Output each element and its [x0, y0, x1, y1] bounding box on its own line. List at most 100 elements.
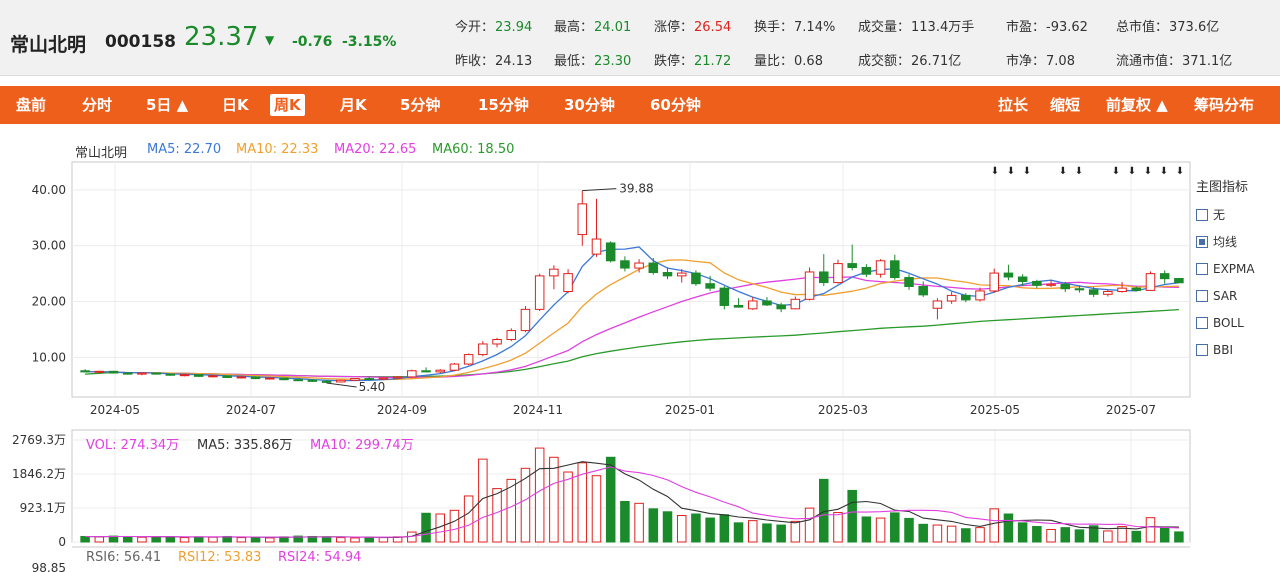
volume-bar: [747, 520, 758, 543]
volume-bar: [776, 524, 786, 543]
candle-body: [989, 272, 999, 292]
checkbox-icon[interactable]: [1196, 235, 1208, 248]
volume-bar: [350, 537, 360, 543]
toolbar-action-1[interactable]: 缩短: [1050, 96, 1081, 114]
volume-bar: [534, 447, 545, 543]
candle-body: [534, 275, 545, 310]
volume-bar: [236, 537, 247, 543]
period-tab-7[interactable]: 15分钟: [478, 96, 529, 114]
toolbar-action-0[interactable]: 拉长: [998, 96, 1029, 114]
candle-body: [790, 298, 801, 310]
volume-bar: [790, 520, 801, 543]
time-tick-label: 2024-07: [226, 403, 276, 417]
period-tab-5[interactable]: 月K: [340, 96, 367, 114]
volume-bar: [577, 462, 588, 543]
candle-body: [165, 373, 176, 376]
period-tab-3[interactable]: 日K: [222, 96, 249, 114]
quote-value: 373.6亿: [1169, 20, 1220, 35]
volume-bar: [1103, 530, 1113, 543]
candle-body: [932, 300, 943, 309]
candle-body: [193, 374, 204, 377]
price-change-percent: -3.15%: [342, 34, 397, 50]
period-tab-8[interactable]: 30分钟: [564, 96, 615, 114]
indicator-option-2[interactable]: EXPMA: [1196, 255, 1280, 282]
period-tab-6[interactable]: 5分钟: [400, 96, 441, 114]
volume-bar: [719, 514, 730, 543]
checkbox-icon[interactable]: [1196, 316, 1208, 329]
event-marker-icon: ⬇: [1160, 166, 1168, 177]
indicator-option-3[interactable]: SAR: [1196, 282, 1280, 309]
candle-body: [705, 283, 715, 289]
volume-ma5-line: [85, 461, 1179, 538]
candle-body: [662, 272, 673, 277]
quote-value: 7.14%: [794, 20, 836, 35]
volume-bar: [918, 523, 928, 543]
checkbox-icon[interactable]: [1196, 262, 1208, 275]
volume-bar: [492, 488, 502, 543]
quote-label: 换手：: [754, 20, 794, 35]
volume-bar: [1032, 526, 1042, 543]
quote-row1-5: 市盈：-93.62: [1006, 16, 1088, 35]
volume-bar: [193, 536, 204, 543]
volume-bar: [1046, 528, 1056, 543]
volume-bar: [662, 511, 673, 543]
quote-label: 最低：: [554, 54, 594, 69]
volume-bar: [208, 536, 218, 543]
quote-value: 371.1亿: [1182, 54, 1233, 69]
candle-body: [563, 273, 573, 293]
quote-label: 市净：: [1006, 54, 1046, 69]
candle-body: [293, 379, 303, 382]
volume-bar: [563, 471, 573, 543]
quote-label: 最高：: [554, 20, 594, 35]
indicator-option-5[interactable]: BBI: [1196, 336, 1280, 363]
event-marker-icon: ⬇: [1176, 166, 1184, 177]
high-marker-line: [582, 188, 617, 192]
volume-tick-label: 1846.2万: [12, 467, 66, 481]
period-tab-1[interactable]: 分时: [82, 96, 113, 114]
candle-body: [520, 308, 531, 332]
period-tab-4[interactable]: 周K: [270, 94, 305, 116]
period-tab-9[interactable]: 60分钟: [650, 96, 701, 114]
checkbox-icon[interactable]: [1196, 343, 1208, 356]
volume-bar: [1159, 527, 1170, 543]
volume-bar: [890, 512, 900, 543]
indicator-option-0[interactable]: 无: [1196, 201, 1280, 228]
candle-body: [1103, 291, 1113, 295]
candle-body: [1159, 273, 1170, 280]
volume-bar: [904, 517, 914, 543]
kline-chart: 40.00 30.00 20.00 10.00 2024-05 2024-07 2024-0…: [0, 132, 1280, 572]
legend-ma60: MA60: 18.50: [432, 142, 515, 157]
checkbox-icon[interactable]: [1196, 289, 1208, 302]
candle-body: [691, 272, 701, 285]
time-tick-label: 2024-11: [513, 403, 563, 417]
volume-bar: [265, 537, 275, 543]
quote-label: 昨收：: [455, 54, 495, 69]
candle-body: [1046, 283, 1056, 286]
time-tick-label: 2025-03: [818, 403, 868, 417]
toolbar-action-3[interactable]: 筹码分布: [1194, 96, 1255, 114]
volume-bar: [804, 507, 815, 543]
indicator-option-label: BBI: [1213, 342, 1234, 357]
legend-rsi24: RSI24: 54.94: [278, 550, 362, 565]
volume-bar: [151, 536, 161, 543]
quote-label: 量比：: [754, 54, 794, 69]
volume-bar: [449, 509, 460, 543]
indicator-option-1[interactable]: 均线: [1196, 228, 1280, 255]
time-tick-label: 2025-05: [970, 403, 1020, 417]
quote-label: 跌停：: [654, 54, 694, 69]
period-tab-2[interactable]: 5日 ▲: [146, 96, 189, 114]
indicator-option-label: EXPMA: [1213, 261, 1255, 276]
indicator-option-4[interactable]: BOLL: [1196, 309, 1280, 336]
period-tab-0[interactable]: 盘前: [16, 96, 47, 114]
kline-chart-canvas[interactable]: 40.00 30.00 20.00 10.00 2024-05 2024-07 2024-0…: [0, 132, 1280, 572]
volume-bar: [321, 536, 332, 543]
checkbox-icon[interactable]: [1196, 208, 1208, 221]
toolbar-action-2[interactable]: 前复权 ▲: [1106, 96, 1168, 114]
candle-body: [1074, 288, 1085, 291]
volume-bar: [961, 528, 971, 543]
main-indicator-title: 主图指标: [1196, 180, 1249, 195]
quote-label: 流通市值：: [1116, 54, 1182, 69]
quote-row1-6: 总市值：373.6亿: [1116, 16, 1219, 35]
quote-value: 23.30: [594, 54, 632, 69]
candle-body: [1145, 273, 1156, 291]
